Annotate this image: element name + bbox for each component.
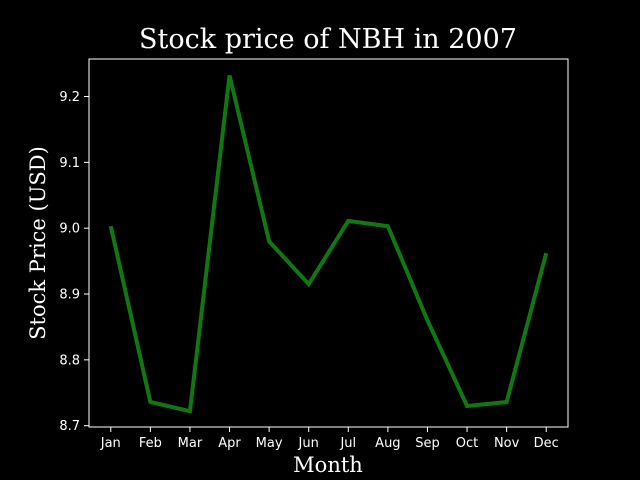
x-tick-label: Dec (534, 436, 559, 451)
series-line (108, 74, 549, 414)
x-tick-label: Oct (456, 436, 478, 451)
x-tick-label: May (256, 436, 283, 451)
y-tick-label: 8.9 (59, 288, 80, 303)
x-axis: Jan Feb Mar Apr May Jun Jul Aug Sep Oct Nov Dec (100, 427, 559, 451)
plot-frame (88, 58, 569, 428)
y-tick-label: 9.2 (59, 90, 80, 105)
y-tick-label: 8.7 (59, 419, 80, 434)
x-tick-label: Jun (298, 436, 319, 451)
y-axis-label: Stock Price (USD) (26, 146, 50, 340)
plot-area: 8.7 8.8 8.9 9.0 9.1 9.2 Jan Feb Mar Apr May Jun Jul… (59, 58, 569, 451)
y-tick-label: 8.8 (59, 353, 80, 368)
x-tick-label: Apr (218, 436, 241, 451)
y-axis: 8.7 8.8 8.9 9.0 9.1 9.2 (59, 90, 89, 434)
y-tick-label: 9.1 (59, 156, 80, 171)
x-tick-label: Feb (139, 436, 162, 451)
x-tick-label: Jul (339, 436, 356, 451)
x-axis-label: Month (293, 453, 363, 477)
x-tick-label: Jan (100, 436, 121, 451)
x-tick-label: Nov (494, 436, 520, 451)
x-tick-label: Aug (375, 436, 400, 451)
x-tick-label: Mar (178, 436, 203, 451)
chart-title: Stock price of NBH in 2007 (139, 24, 517, 55)
y-tick-label: 9.0 (59, 222, 80, 237)
x-tick-label: Sep (415, 436, 440, 451)
